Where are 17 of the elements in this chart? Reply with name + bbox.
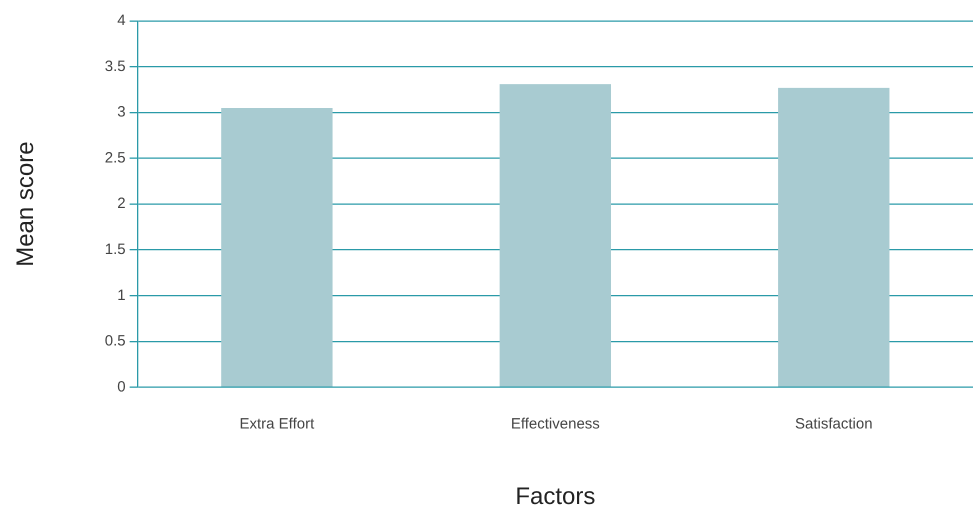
y-axis-title: Mean score [12,141,40,267]
x-axis-title: Factors [515,483,596,510]
x-tick-label: Effectiveness [510,415,600,432]
y-tick-label: 2 [117,195,126,212]
y-tick-label: 3 [117,104,126,121]
bar [500,84,612,387]
y-tick-label: 2.5 [104,149,126,166]
y-tick-label: 1.5 [104,241,126,258]
x-tick-label: Satisfaction [795,415,873,432]
y-tick-label: 4 [117,12,126,30]
y-tick-label: 1 [117,286,126,304]
bar [221,108,333,387]
bar [778,88,890,387]
x-tick-label: Extra Effort [239,415,316,432]
y-tick-label: 3.5 [104,58,126,75]
y-tick-label: 0.5 [104,332,126,350]
y-tick-label: 0 [117,378,126,396]
